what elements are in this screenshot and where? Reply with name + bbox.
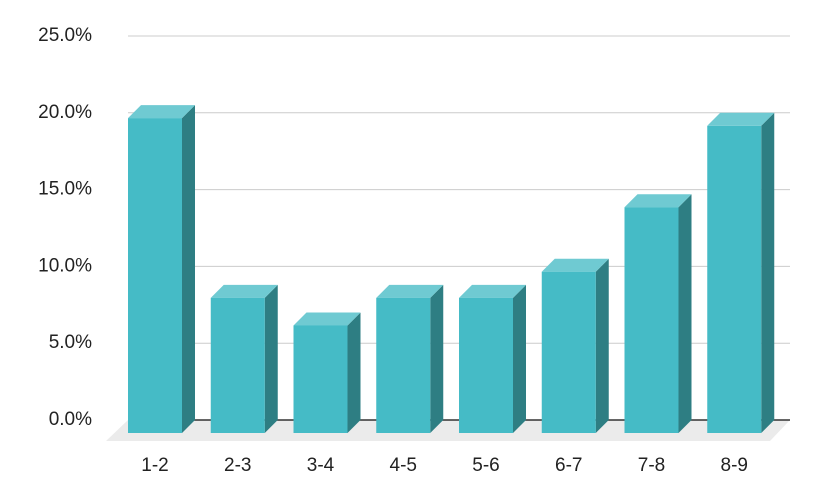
y-tick-label: 0.0% xyxy=(49,409,92,430)
bar xyxy=(541,271,596,433)
bar xyxy=(624,207,679,433)
bar xyxy=(128,118,182,434)
bar-top xyxy=(541,258,609,272)
bar-top xyxy=(459,284,526,298)
bar-top xyxy=(210,284,278,298)
x-tick-label: 8-9 xyxy=(721,455,748,476)
bar-side xyxy=(761,112,775,434)
bar-side xyxy=(595,258,609,433)
bar-side xyxy=(264,284,278,433)
x-tick-label: 6-7 xyxy=(555,455,582,476)
bar xyxy=(707,125,762,434)
y-tick-label: 5.0% xyxy=(49,332,92,353)
bar-top xyxy=(707,112,775,126)
x-tick-label: 1-2 xyxy=(141,455,168,476)
bar-side xyxy=(430,284,444,433)
bar xyxy=(459,297,513,433)
bar-side xyxy=(513,284,526,433)
floor xyxy=(106,420,790,441)
x-tick-label: 3-4 xyxy=(307,455,335,476)
y-tick-label: 25.0% xyxy=(38,25,92,46)
bar xyxy=(210,297,265,433)
y-tick-label: 10.0% xyxy=(38,255,92,276)
x-tick-label: 4-5 xyxy=(390,455,417,476)
x-tick-label: 2-3 xyxy=(224,455,251,476)
bar-top xyxy=(376,284,444,298)
bar-side xyxy=(182,105,195,434)
bar-top xyxy=(128,105,195,119)
bar xyxy=(293,325,348,433)
y-tick-label: 15.0% xyxy=(38,179,92,200)
x-tick-label: 7-8 xyxy=(638,455,665,476)
y-tick-label: 20.0% xyxy=(38,102,92,123)
bar xyxy=(376,297,431,433)
bar-side xyxy=(347,312,361,433)
bar-side xyxy=(678,194,692,433)
x-tick-label: 5-6 xyxy=(472,455,499,476)
bar-top xyxy=(293,312,361,326)
bar-top xyxy=(624,194,692,208)
